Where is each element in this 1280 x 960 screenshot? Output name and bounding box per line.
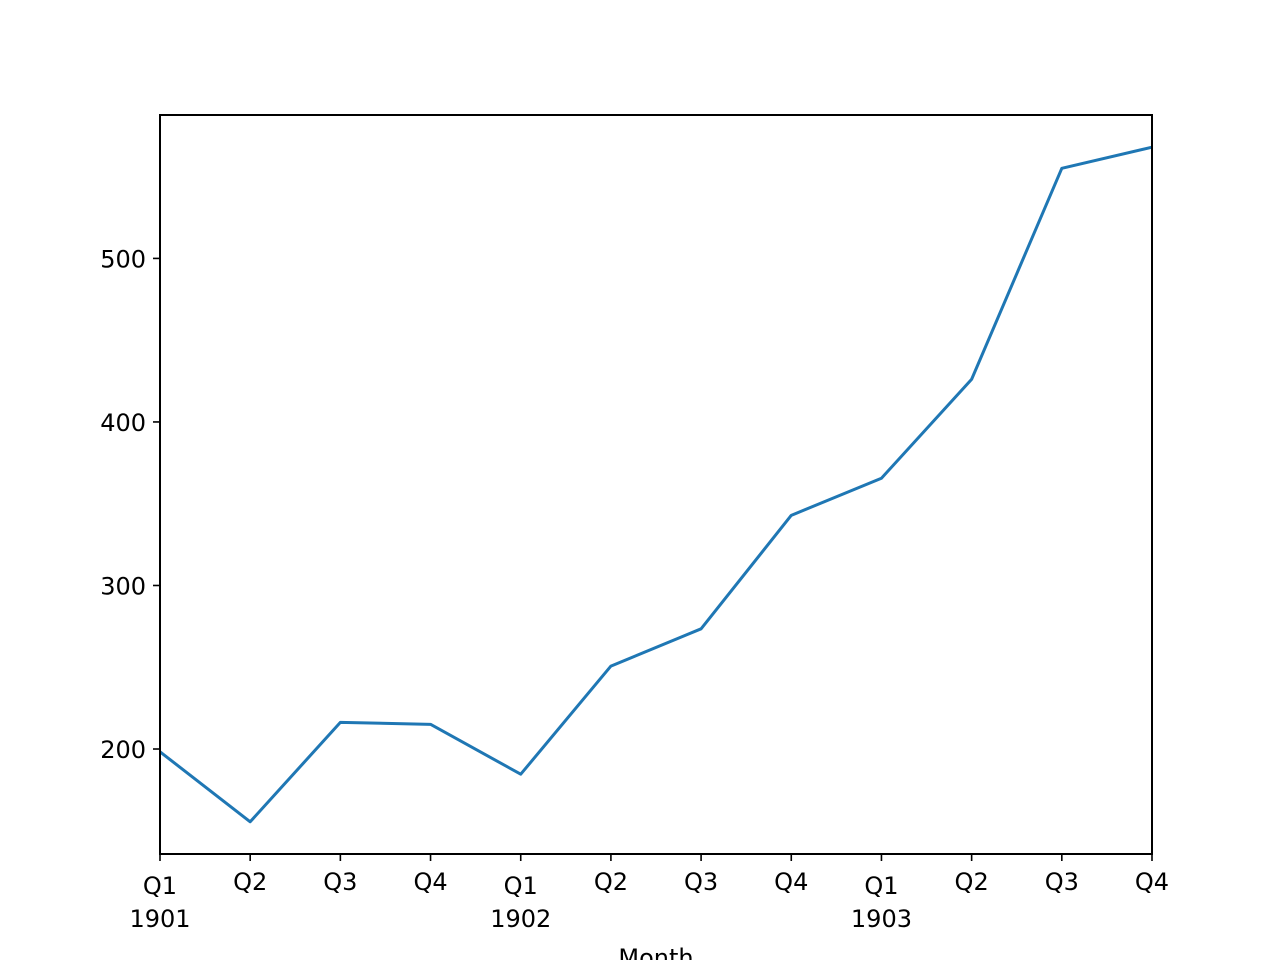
x-tick-label: Q4	[413, 868, 447, 896]
y-tick-label: 200	[100, 736, 146, 764]
series-line-0	[159, 145, 1153, 824]
x-tick-label: Q2	[594, 868, 628, 896]
plot-area	[159, 114, 1153, 855]
x-tick-label: Q3	[684, 868, 718, 896]
x-tick-label: Q2	[233, 868, 267, 896]
x-tick-label: Q1	[143, 872, 177, 900]
x-tick-label: Q2	[955, 868, 989, 896]
x-tick-year-label: 1901	[129, 905, 190, 933]
x-axis-label: Month	[618, 944, 693, 960]
plot-frame	[159, 114, 1153, 855]
y-tick-label: 300	[100, 572, 146, 600]
x-tick-label: Q4	[774, 868, 808, 896]
y-axis: 200 300 400 500	[100, 245, 160, 764]
x-tick-label: Q4	[1135, 868, 1169, 896]
y-tick-label: 500	[100, 245, 146, 273]
x-tick-label: Q1	[864, 872, 898, 900]
x-tick-label: Q1	[504, 872, 538, 900]
x-tick-year-label: 1903	[851, 905, 912, 933]
x-tick-year-label: 1902	[490, 905, 551, 933]
x-tick-label: Q3	[323, 868, 357, 896]
x-axis: Q1 1901 Q2 Q3 Q4 Q1 1902 Q2 Q3 Q4 Q1 1903 Q2 Q3 Q4	[129, 854, 1169, 933]
x-tick-label: Q3	[1045, 868, 1079, 896]
y-tick-label: 400	[100, 409, 146, 437]
